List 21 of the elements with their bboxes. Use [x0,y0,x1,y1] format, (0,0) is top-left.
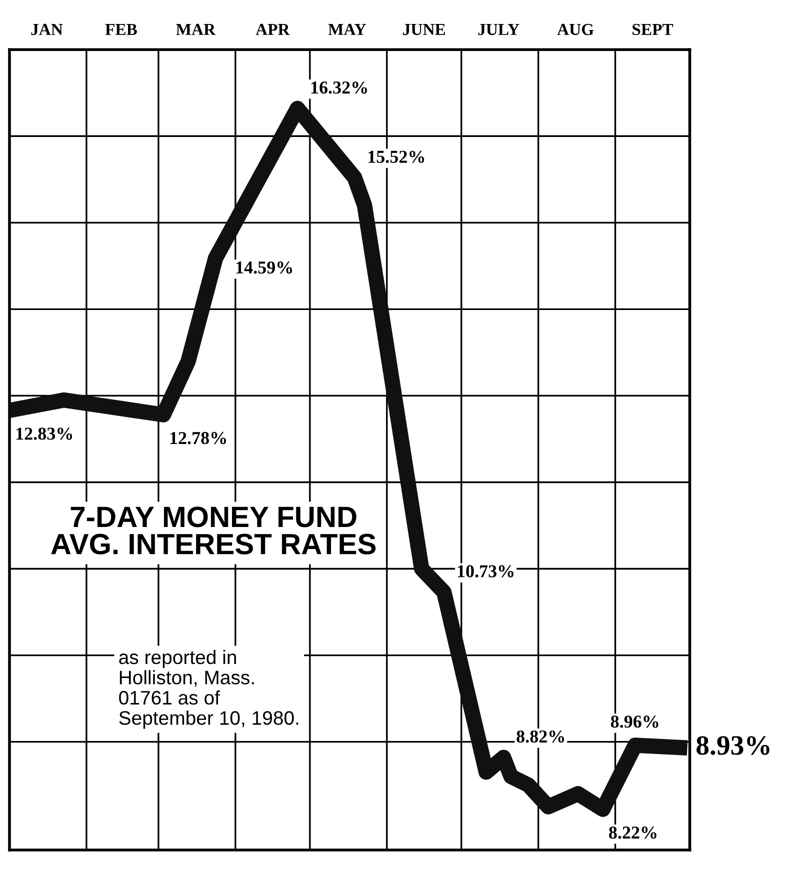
x-tick-label: AUG [557,24,594,36]
annotation: as reported in Holliston, Mass. 01761 as of September 10, 1980. [119,650,298,729]
data-label: 12.83% [16,428,72,440]
data-label: 8.96% [610,716,658,728]
text: 7-DAY MONEY FUND AVG. INTEREST RATES [51,506,376,554]
data-label: 16.32% [311,81,367,94]
x-tick-label: JUNE [403,24,446,36]
data-label: 14.59% [236,261,292,274]
data-label: 15.52% [368,150,424,163]
data-label: 10.73% [458,565,514,578]
x-tick-label: MAY [328,24,366,35]
x-tick-label: APR [256,24,290,35]
data-label: 8.93% [696,736,770,755]
x-tick-label: MAR [176,24,216,35]
x-tick-label: JULY [478,24,520,36]
data-label: 8.22% [609,826,656,839]
data-label: 12.78% [170,432,226,444]
x-tick-label: FEB [105,24,137,35]
x-tick-label: SEPT [632,24,674,36]
data-label: 8.82% [516,730,564,743]
x-tick-label: JAN [31,24,63,36]
